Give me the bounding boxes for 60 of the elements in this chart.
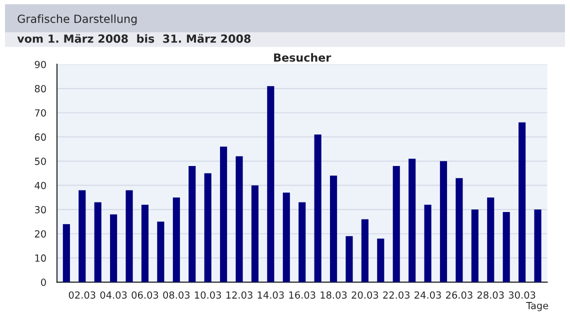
y-tick-label: 30 <box>34 206 46 214</box>
bar <box>518 122 526 282</box>
bar <box>204 173 212 282</box>
text: Grafische Darstellung <box>18 14 137 26</box>
x-tick-label: 20.03 <box>352 291 378 299</box>
bar <box>62 224 70 282</box>
x-tick-label: 28.03 <box>477 291 504 299</box>
y-tick-label: 40 <box>34 182 46 190</box>
y-tick-label: 10 <box>35 254 46 262</box>
x-tick-label: 14.03 <box>258 291 284 299</box>
bar <box>78 190 86 282</box>
x-tick-label: 04.03 <box>100 291 127 299</box>
y-tick-label: 80 <box>34 85 46 92</box>
bar <box>361 219 368 282</box>
bar <box>110 214 118 282</box>
bar <box>236 156 243 282</box>
y-tick-label: 0 <box>41 278 46 286</box>
bar <box>188 166 196 282</box>
bar <box>487 197 494 282</box>
y-tick-label: 50 <box>34 158 46 165</box>
x-tick-label: 08.03 <box>163 291 190 299</box>
bar <box>408 158 416 282</box>
y-tick-label: 20 <box>34 230 46 238</box>
x-tick-label: 26.03 <box>446 291 472 299</box>
bar <box>220 146 228 282</box>
bar <box>377 238 384 282</box>
x-tick-label: 06.03 <box>132 291 158 299</box>
bar <box>392 166 400 282</box>
bar <box>330 176 338 282</box>
bar <box>502 212 510 282</box>
x-tick-label: 18.03 <box>320 291 347 299</box>
bar <box>126 190 133 282</box>
bar <box>157 222 164 282</box>
chart-title: Besucher <box>274 53 332 62</box>
x-tick-label: 12.03 <box>226 291 252 299</box>
x-axis-title: Tage <box>526 302 548 312</box>
bar <box>298 202 306 282</box>
bar <box>534 210 542 282</box>
x-tick-label: 30.03 <box>508 291 536 299</box>
x-tick-label: 10.03 <box>194 291 221 299</box>
bar <box>141 204 149 282</box>
bar <box>456 178 463 282</box>
x-tick-label: 22.03 <box>383 291 410 299</box>
bar <box>282 192 290 282</box>
bar <box>314 134 322 282</box>
bar <box>424 204 432 282</box>
bar <box>346 236 353 282</box>
bar <box>267 86 274 282</box>
bar <box>471 210 478 282</box>
bar <box>251 185 258 282</box>
bar <box>172 197 180 282</box>
y-tick-label: 70 <box>35 109 46 117</box>
y-tick-label: 60 <box>34 133 46 141</box>
y-tick-label: 90 <box>34 60 46 68</box>
x-tick-label: 16.03 <box>289 291 316 299</box>
bar <box>94 202 102 282</box>
x-tick-label: 24.03 <box>414 291 441 299</box>
x-tick-label: 02.03 <box>68 291 96 299</box>
bar <box>440 161 448 282</box>
text: vom 1. März 2008 bis 31. März 2008 <box>17 34 251 43</box>
